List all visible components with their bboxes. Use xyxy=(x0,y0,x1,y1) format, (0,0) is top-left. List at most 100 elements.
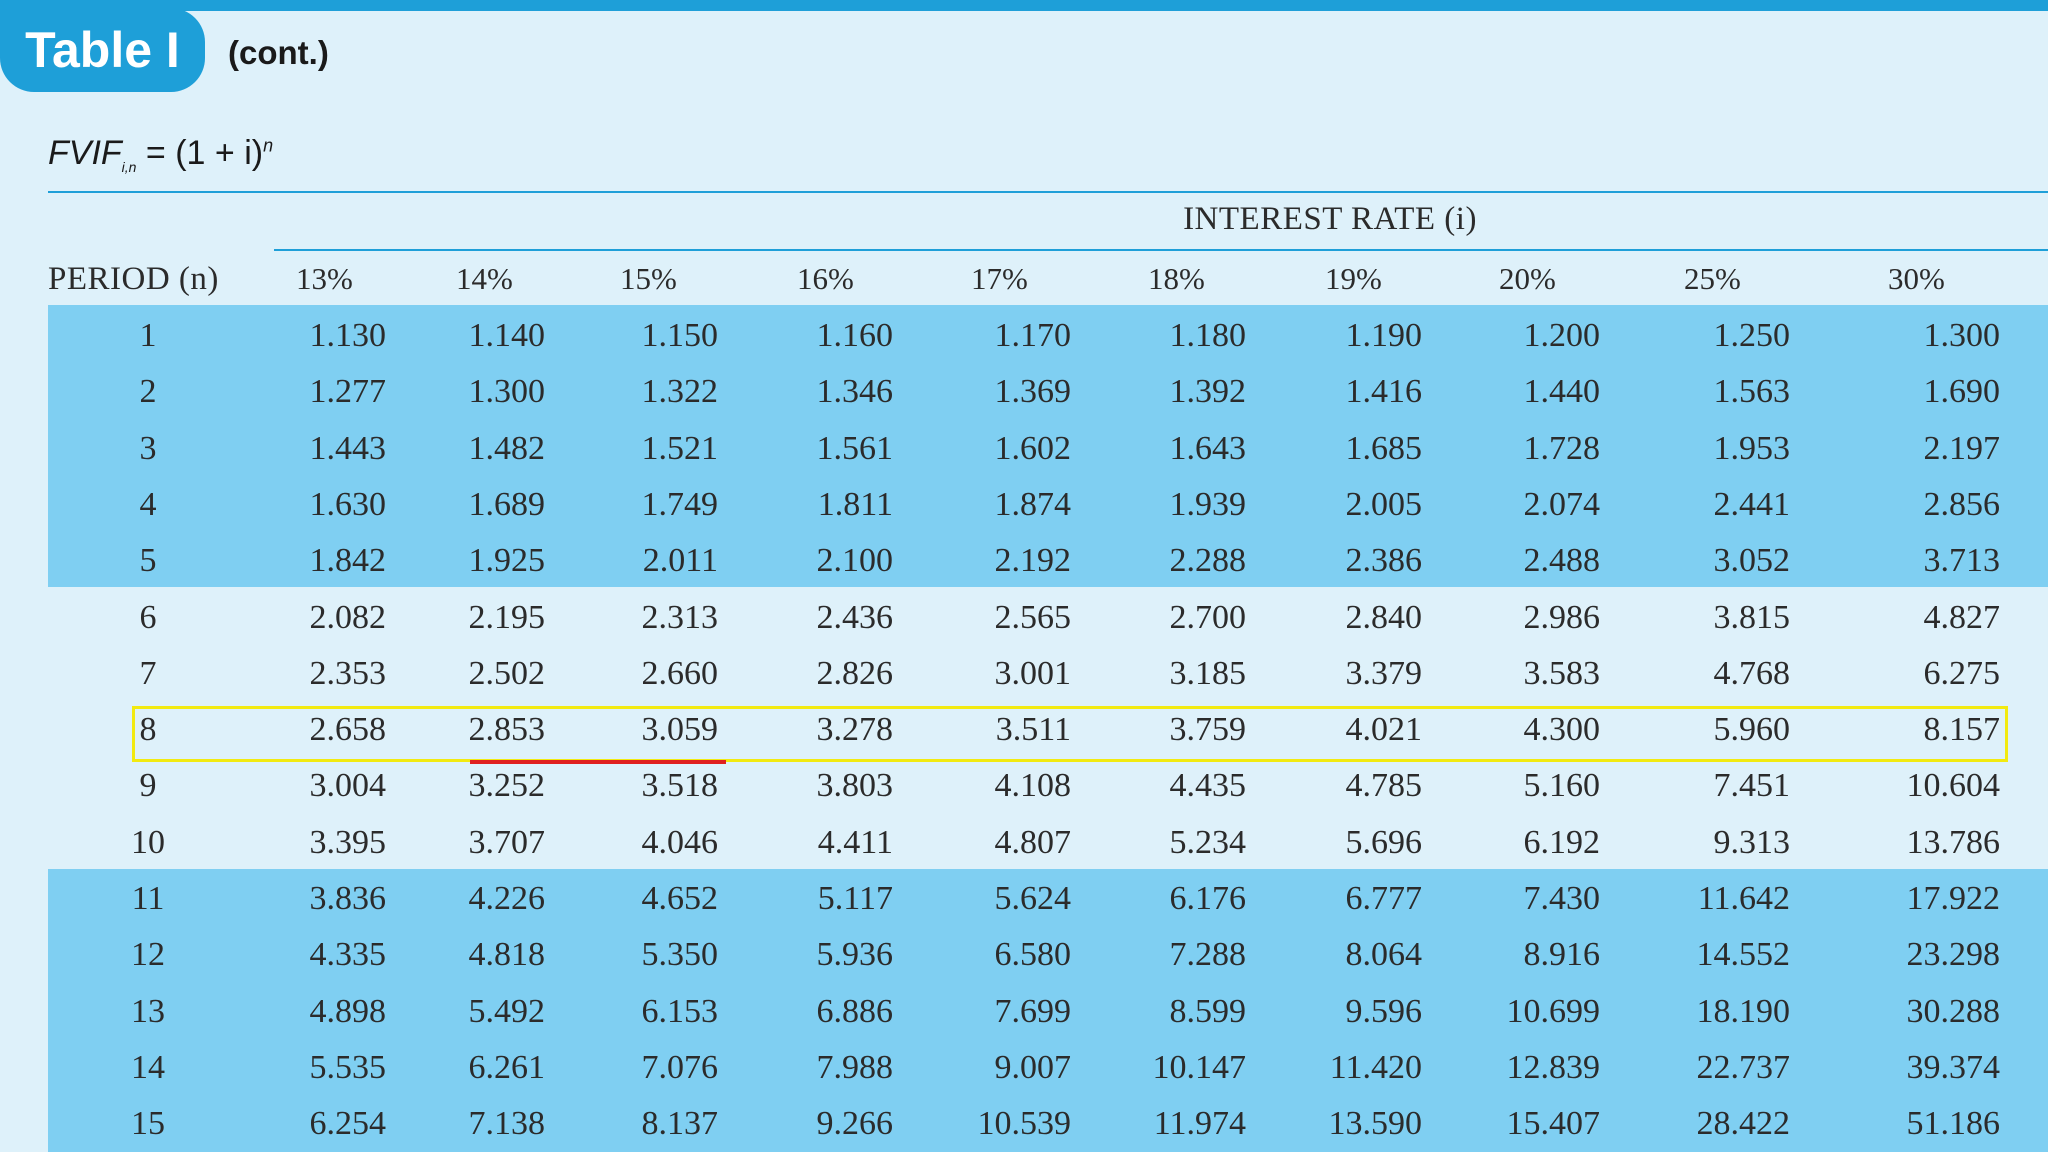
rate-header-2: 15% xyxy=(620,261,677,296)
value-cell: 1.561 xyxy=(816,429,894,467)
value-cell: 11.974 xyxy=(1153,1105,1246,1143)
table-row: 7 2.353 2.502 2.660 2.826 3.001 3.185 3.379 3.58… xyxy=(0,646,2048,702)
value-cell: 3.001 xyxy=(994,654,1072,692)
table-row: 15 6.254 7.138 8.137 9.266 10.539 11.974 13.590… xyxy=(0,1096,2048,1152)
value-cell: 3.583 xyxy=(1523,654,1601,692)
value-cell: 2.565 xyxy=(994,598,1072,636)
rate-header-5: 18% xyxy=(1148,261,1205,296)
value-cell: 1.749 xyxy=(641,485,719,523)
formula-superscript: n xyxy=(263,135,274,156)
value-cell: 3.379 xyxy=(1345,654,1423,692)
value-cell: 5.960 xyxy=(1713,711,1791,749)
period-cell: 14 xyxy=(131,1048,165,1086)
value-cell: 5.624 xyxy=(994,880,1072,917)
value-cell: 1.180 xyxy=(1169,317,1247,354)
value-cell: 3.059 xyxy=(641,711,719,749)
value-cell: 11.420 xyxy=(1329,1048,1422,1086)
value-cell: 1.160 xyxy=(816,317,894,354)
rate-header-0: 13% xyxy=(296,261,353,296)
period-cell: 7 xyxy=(139,654,157,692)
value-cell: 6.886 xyxy=(816,992,894,1030)
value-cell: 5.696 xyxy=(1345,823,1423,861)
value-cell: 8.599 xyxy=(1169,992,1247,1030)
table-row: 13 4.898 5.492 6.153 6.886 7.699 8.599 9.596 10.… xyxy=(0,984,2048,1040)
period-cell: 3 xyxy=(139,429,157,467)
value-cell: 2.353 xyxy=(309,654,387,692)
value-cell: 6.153 xyxy=(641,992,719,1030)
table-row: 14 5.535 6.261 7.076 7.988 9.007 10.147 11.420 1… xyxy=(0,1040,2048,1096)
value-cell: 1.170 xyxy=(994,317,1072,354)
value-cell: 3.185 xyxy=(1169,654,1247,692)
table-row: 6 2.082 2.195 2.313 2.436 2.565 2.700 2.840 2.98… xyxy=(0,590,2048,646)
table-badge: Table I xyxy=(0,8,205,92)
formula-lhs: FVIF xyxy=(48,134,122,172)
value-cell: 2.436 xyxy=(816,598,894,636)
table-row: 1 1.130 1.140 1.150 1.160 1.170 1.180 1.190 1.20… xyxy=(0,308,2048,364)
period-cell: 6 xyxy=(139,598,157,636)
value-cell: 4.818 xyxy=(468,936,546,974)
value-cell: 4.827 xyxy=(1923,598,2001,636)
value-cell: 1.842 xyxy=(309,542,387,580)
value-cell: 2.441 xyxy=(1713,485,1791,523)
value-cell: 1.369 xyxy=(994,373,1072,411)
value-cell: 1.939 xyxy=(1169,485,1247,523)
value-cell: 1.953 xyxy=(1713,429,1791,467)
value-cell: 8.137 xyxy=(641,1105,719,1143)
value-cell: 4.226 xyxy=(468,880,546,917)
value-cell: 4.652 xyxy=(641,880,719,917)
value-cell: 5.350 xyxy=(641,936,719,974)
value-cell: 4.021 xyxy=(1345,711,1423,749)
value-cell: 13.590 xyxy=(1328,1105,1423,1143)
value-cell: 4.768 xyxy=(1713,654,1791,692)
value-cell: 3.759 xyxy=(1169,711,1247,749)
value-cell: 1.563 xyxy=(1713,373,1791,411)
value-cell: 1.689 xyxy=(468,485,546,523)
value-cell: 1.440 xyxy=(1523,373,1601,411)
value-cell: 6.176 xyxy=(1169,880,1247,917)
value-cell: 1.643 xyxy=(1169,429,1247,467)
value-cell: 5.117 xyxy=(817,880,893,917)
value-cell: 2.288 xyxy=(1169,542,1247,580)
value-cell: 4.300 xyxy=(1523,711,1601,749)
value-cell: 4.108 xyxy=(994,767,1072,805)
value-cell: 2.074 xyxy=(1523,485,1601,523)
period-cell: 5 xyxy=(139,542,157,580)
value-cell: 1.482 xyxy=(468,429,546,467)
rate-header-3: 16% xyxy=(797,261,854,296)
period-cell: 12 xyxy=(131,936,165,974)
value-cell: 9.313 xyxy=(1713,823,1791,861)
continued-label: (cont.) xyxy=(228,34,329,71)
value-cell: 1.150 xyxy=(641,317,719,354)
value-cell: 2.826 xyxy=(816,654,894,692)
shaded-band-rows-1-5 xyxy=(48,305,2048,587)
value-cell: 4.785 xyxy=(1345,767,1423,805)
value-cell: 1.300 xyxy=(468,373,546,411)
table-row: 5 1.842 1.925 2.011 2.100 2.192 2.288 2.386 2.48… xyxy=(0,533,2048,589)
value-cell: 3.713 xyxy=(1923,542,2001,580)
value-cell: 1.925 xyxy=(468,542,546,580)
formula: FVIFi,n = (1 + i)n xyxy=(48,134,273,175)
value-cell: 1.443 xyxy=(309,429,387,467)
value-cell: 10.604 xyxy=(1906,767,2001,805)
value-cell: 3.004 xyxy=(309,767,387,805)
rate-header-4: 17% xyxy=(971,261,1028,296)
value-cell: 2.658 xyxy=(309,711,387,749)
value-cell: 1.140 xyxy=(468,317,546,354)
top-rule xyxy=(0,0,2048,11)
value-cell: 4.046 xyxy=(641,823,719,861)
period-cell: 10 xyxy=(131,823,165,861)
value-cell: 30.288 xyxy=(1906,992,2001,1030)
value-cell: 1.322 xyxy=(641,373,719,411)
value-cell: 23.298 xyxy=(1906,936,2001,974)
value-cell: 9.266 xyxy=(816,1105,894,1143)
interest-rate-header: INTEREST RATE (i) xyxy=(1183,201,1477,237)
formula-divider xyxy=(48,191,2048,193)
value-cell: 17.922 xyxy=(1906,880,2001,917)
value-cell: 14.552 xyxy=(1696,936,1791,974)
value-cell: 2.502 xyxy=(468,654,546,692)
table-row: 3 1.443 1.482 1.521 1.561 1.602 1.643 1.685 1.72… xyxy=(0,421,2048,477)
value-cell: 9.007 xyxy=(994,1048,1072,1086)
value-cell: 6.254 xyxy=(309,1105,387,1143)
value-cell: 13.786 xyxy=(1906,823,2001,861)
period-cell: 8 xyxy=(139,711,157,749)
